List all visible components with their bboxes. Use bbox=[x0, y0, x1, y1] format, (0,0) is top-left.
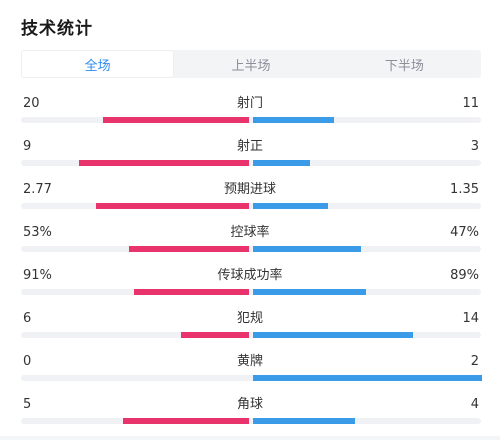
stat-home-value: 5 bbox=[23, 397, 32, 412]
stat-label: 预期进球 bbox=[223, 182, 276, 197]
stat-label: 射正 bbox=[236, 139, 263, 154]
stat-home-value: 2.77 bbox=[23, 182, 52, 197]
divider bbox=[0, 436, 500, 440]
stat-away-value: 4 bbox=[470, 397, 479, 412]
stat-bar-track bbox=[21, 203, 481, 209]
stat-away-bar bbox=[253, 160, 310, 166]
stat-away-bar bbox=[253, 289, 366, 295]
stat-bar-track bbox=[21, 160, 481, 166]
stat-home-value: 0 bbox=[23, 354, 32, 369]
stat-away-value: 2 bbox=[470, 354, 479, 369]
stat-label: 射门 bbox=[236, 96, 263, 111]
stat-bar-track bbox=[21, 246, 481, 252]
stat-label: 角球 bbox=[236, 397, 263, 412]
tab-first-half[interactable]: 上半场 bbox=[231, 58, 271, 74]
stat-row: 9 射正 3 bbox=[0, 139, 500, 182]
stat-row: 0 黄牌 2 bbox=[0, 354, 500, 397]
stat-row: 53% 控球率 47% bbox=[0, 225, 500, 268]
period-tabs: 全场 上半场 下半场 bbox=[21, 50, 481, 78]
stat-away-bar bbox=[253, 246, 361, 252]
stat-away-value: 1.35 bbox=[450, 182, 479, 197]
stat-home-bar bbox=[123, 418, 249, 424]
stat-away-bar bbox=[253, 418, 355, 424]
stat-away-bar bbox=[253, 203, 328, 209]
stat-home-value: 9 bbox=[23, 139, 32, 154]
stat-away-value: 89% bbox=[450, 268, 479, 283]
stat-home-bar bbox=[103, 117, 249, 123]
stat-bar-track bbox=[21, 375, 481, 381]
stat-row: 20 射门 11 bbox=[0, 96, 500, 139]
stat-home-bar bbox=[129, 246, 249, 252]
stat-home-value: 6 bbox=[23, 311, 32, 326]
stat-away-value: 3 bbox=[470, 139, 479, 154]
stat-home-bar bbox=[181, 332, 249, 338]
stat-away-value: 14 bbox=[462, 311, 479, 326]
stat-away-value: 11 bbox=[462, 96, 479, 111]
stat-bar-track bbox=[21, 289, 481, 295]
tab-second-half[interactable]: 下半场 bbox=[384, 58, 424, 74]
stat-bar-track bbox=[21, 418, 481, 424]
stat-label: 犯规 bbox=[236, 311, 263, 326]
stat-row: 5 角球 4 bbox=[0, 397, 500, 440]
stat-home-value: 53% bbox=[23, 225, 52, 240]
stat-label: 黄牌 bbox=[236, 354, 263, 369]
stat-row: 6 犯规 14 bbox=[0, 311, 500, 354]
stat-away-value: 47% bbox=[450, 225, 479, 240]
stat-label: 传球成功率 bbox=[217, 268, 283, 283]
stat-home-value: 91% bbox=[23, 268, 52, 283]
stat-home-bar bbox=[134, 289, 249, 295]
stat-away-bar bbox=[253, 375, 482, 381]
stat-home-bar bbox=[96, 203, 249, 209]
stat-away-bar bbox=[253, 117, 334, 123]
stat-home-bar bbox=[79, 160, 249, 166]
stat-home-value: 20 bbox=[23, 96, 40, 111]
stat-label: 控球率 bbox=[230, 225, 270, 240]
stat-row: 91% 传球成功率 89% bbox=[0, 268, 500, 311]
stat-bar-track bbox=[21, 332, 481, 338]
section-title: 技术统计 bbox=[21, 19, 93, 39]
stat-bar-track bbox=[21, 117, 481, 123]
tab-full-match[interactable]: 全场 bbox=[21, 50, 175, 78]
stat-row: 2.77 预期进球 1.35 bbox=[0, 182, 500, 225]
stat-away-bar bbox=[253, 332, 413, 338]
